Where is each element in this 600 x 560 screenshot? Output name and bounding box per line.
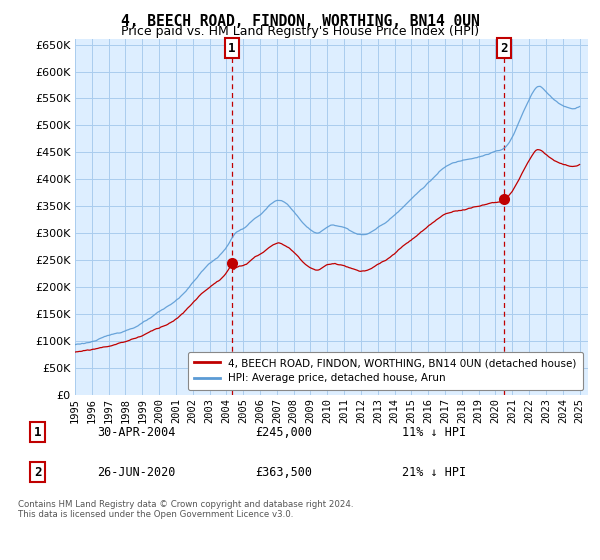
Text: £363,500: £363,500 <box>255 466 312 479</box>
Text: 21% ↓ HPI: 21% ↓ HPI <box>401 466 466 479</box>
Text: Price paid vs. HM Land Registry's House Price Index (HPI): Price paid vs. HM Land Registry's House … <box>121 25 479 38</box>
Legend: 4, BEECH ROAD, FINDON, WORTHING, BN14 0UN (detached house), HPI: Average price, : 4, BEECH ROAD, FINDON, WORTHING, BN14 0U… <box>188 352 583 390</box>
Text: 1: 1 <box>228 41 236 54</box>
Text: 4, BEECH ROAD, FINDON, WORTHING, BN14 0UN: 4, BEECH ROAD, FINDON, WORTHING, BN14 0U… <box>121 14 479 29</box>
Text: 26-JUN-2020: 26-JUN-2020 <box>97 466 175 479</box>
Text: 2: 2 <box>500 41 508 54</box>
Text: Contains HM Land Registry data © Crown copyright and database right 2024.
This d: Contains HM Land Registry data © Crown c… <box>18 500 353 519</box>
Text: 30-APR-2004: 30-APR-2004 <box>97 426 175 438</box>
Text: 2: 2 <box>34 466 41 479</box>
Text: £245,000: £245,000 <box>255 426 312 438</box>
Text: 11% ↓ HPI: 11% ↓ HPI <box>401 426 466 438</box>
Text: 1: 1 <box>34 426 41 438</box>
